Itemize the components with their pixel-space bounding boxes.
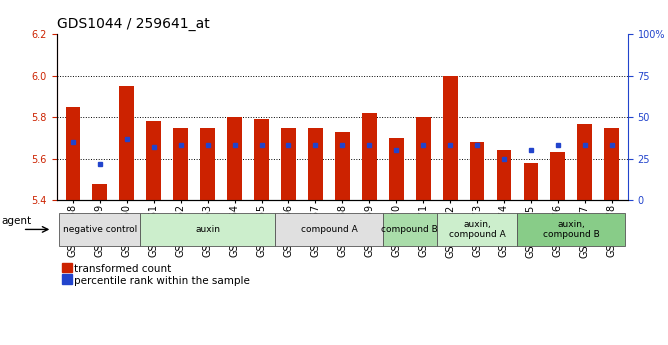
- Bar: [362, 113, 377, 200]
- Text: auxin,
compound A: auxin, compound A: [449, 220, 506, 239]
- Bar: [518, 213, 625, 246]
- Bar: [605, 128, 619, 200]
- Bar: [335, 132, 350, 200]
- Text: auxin: auxin: [195, 225, 220, 234]
- Bar: [275, 213, 383, 246]
- Text: negative control: negative control: [63, 225, 137, 234]
- Bar: [577, 124, 593, 200]
- Bar: [65, 107, 80, 200]
- Bar: [59, 213, 140, 246]
- Bar: [550, 152, 565, 200]
- Bar: [389, 138, 403, 200]
- Bar: [254, 119, 269, 200]
- Bar: [227, 117, 242, 200]
- Bar: [437, 213, 518, 246]
- Bar: [383, 213, 437, 246]
- Bar: [281, 128, 296, 200]
- Text: compound B: compound B: [381, 225, 438, 234]
- Bar: [524, 163, 538, 200]
- Bar: [200, 128, 215, 200]
- Bar: [308, 128, 323, 200]
- Text: agent: agent: [1, 216, 31, 226]
- Bar: [173, 128, 188, 200]
- Bar: [496, 150, 512, 200]
- Bar: [470, 142, 484, 200]
- Bar: [443, 76, 458, 200]
- Bar: [415, 117, 431, 200]
- Text: auxin,
compound B: auxin, compound B: [543, 220, 600, 239]
- Text: compound A: compound A: [301, 225, 357, 234]
- Bar: [146, 121, 161, 200]
- Bar: [120, 86, 134, 200]
- Legend: transformed count, percentile rank within the sample: transformed count, percentile rank withi…: [62, 264, 251, 286]
- Bar: [140, 213, 275, 246]
- Text: GDS1044 / 259641_at: GDS1044 / 259641_at: [57, 17, 210, 31]
- Bar: [92, 184, 108, 200]
